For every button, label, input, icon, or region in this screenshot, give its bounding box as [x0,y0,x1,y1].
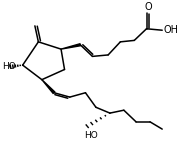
Text: OH: OH [164,25,179,35]
Text: HO: HO [84,131,98,140]
Polygon shape [61,44,81,49]
Polygon shape [42,80,55,93]
Text: HO: HO [2,62,16,71]
Text: O: O [144,2,152,12]
